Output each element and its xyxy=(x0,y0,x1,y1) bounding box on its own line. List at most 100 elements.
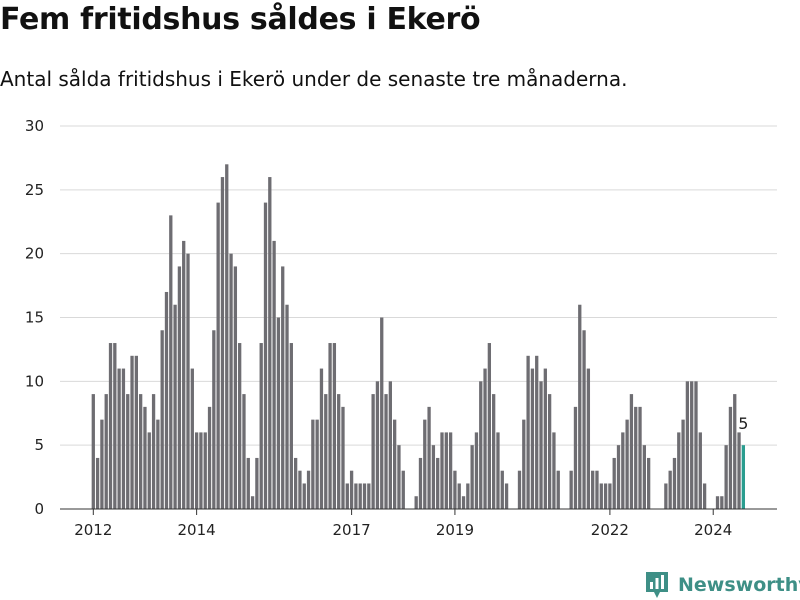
bar-highlight xyxy=(741,445,746,509)
highlight-value-label: 5 xyxy=(738,414,748,433)
bar xyxy=(591,470,595,509)
y-tick-label: 30 xyxy=(25,117,44,135)
x-axis-ticks: 2012 2014 2017 2019 2022 2024 xyxy=(74,509,732,539)
bar xyxy=(612,457,616,509)
bar xyxy=(324,394,328,509)
x-tick-label: 2022 xyxy=(591,521,629,539)
bar xyxy=(625,419,629,509)
bar xyxy=(134,355,138,509)
bar xyxy=(156,419,160,509)
bar xyxy=(113,343,117,509)
bar xyxy=(453,470,457,509)
bar xyxy=(130,355,134,509)
bar xyxy=(242,394,246,509)
bar xyxy=(272,240,276,509)
bar xyxy=(616,445,621,509)
bar xyxy=(479,381,483,509)
bar xyxy=(177,266,182,509)
bar xyxy=(418,457,423,509)
bar xyxy=(328,343,332,509)
bar xyxy=(685,381,690,509)
bar xyxy=(100,419,104,509)
bar xyxy=(160,330,164,509)
bar xyxy=(573,406,578,509)
bar xyxy=(337,394,341,509)
chart-subtitle: Antal sålda fritidshus i Ekerö under de … xyxy=(0,67,628,91)
bar xyxy=(203,432,207,509)
bar xyxy=(582,330,586,509)
bar xyxy=(436,457,440,509)
bar xyxy=(362,483,367,509)
bar xyxy=(737,432,741,509)
bar xyxy=(668,470,672,509)
bar xyxy=(169,215,173,509)
bar xyxy=(384,394,388,509)
bar xyxy=(276,317,281,509)
bar xyxy=(504,483,509,509)
bar xyxy=(681,419,685,509)
bar xyxy=(345,483,349,509)
bar xyxy=(371,394,375,509)
y-axis-ticks: 0 5 10 15 20 25 30 xyxy=(25,117,44,518)
bar xyxy=(543,368,547,509)
bar xyxy=(470,445,474,509)
bar xyxy=(164,291,169,509)
bar xyxy=(393,419,397,509)
chart-title: Fem fritidshus såldes i Ekerö xyxy=(0,2,481,37)
bar xyxy=(190,368,194,509)
bar xyxy=(526,355,530,509)
bar xyxy=(517,470,522,509)
bar xyxy=(522,419,526,509)
bar xyxy=(139,394,143,509)
bar xyxy=(698,432,702,509)
y-tick-label: 10 xyxy=(25,372,44,390)
bar xyxy=(457,483,461,509)
bar xyxy=(298,470,302,509)
bar xyxy=(487,343,492,509)
bar xyxy=(319,368,324,509)
bar xyxy=(121,368,126,509)
bar xyxy=(397,445,401,509)
bar xyxy=(466,483,470,509)
bar xyxy=(311,419,315,509)
bar xyxy=(147,432,151,509)
bar xyxy=(530,368,535,509)
newsworthy-logo: Newsworthy xyxy=(644,570,800,600)
newsworthy-logo-icon xyxy=(646,572,668,598)
bar xyxy=(246,457,250,509)
bar xyxy=(556,470,560,509)
x-tick-label: 2014 xyxy=(178,521,216,539)
bar xyxy=(285,304,289,509)
y-tick-label: 5 xyxy=(34,436,44,454)
bar xyxy=(182,240,186,509)
brand-name: Newsworthy xyxy=(678,574,800,596)
bar xyxy=(629,394,634,509)
bar xyxy=(552,432,556,509)
bar xyxy=(715,496,720,509)
bar xyxy=(672,457,677,509)
bar xyxy=(349,470,354,509)
bar xyxy=(483,368,487,509)
bar xyxy=(702,483,707,509)
bar xyxy=(492,394,496,509)
bar xyxy=(375,381,380,509)
bar xyxy=(263,202,268,509)
bar xyxy=(358,483,362,509)
bar xyxy=(354,483,358,509)
bar xyxy=(388,381,392,509)
y-tick-label: 15 xyxy=(25,309,44,327)
bar xyxy=(117,368,121,509)
bar xyxy=(496,432,500,509)
bar xyxy=(440,432,444,509)
bar xyxy=(143,406,147,509)
bar xyxy=(720,496,724,509)
bar xyxy=(586,368,591,509)
bar xyxy=(108,343,113,509)
bar xyxy=(444,432,448,509)
bar xyxy=(238,343,242,509)
bar xyxy=(293,457,298,509)
bar xyxy=(332,343,337,509)
y-tick-label: 25 xyxy=(25,181,44,199)
bar xyxy=(212,330,216,509)
bar xyxy=(646,457,651,509)
